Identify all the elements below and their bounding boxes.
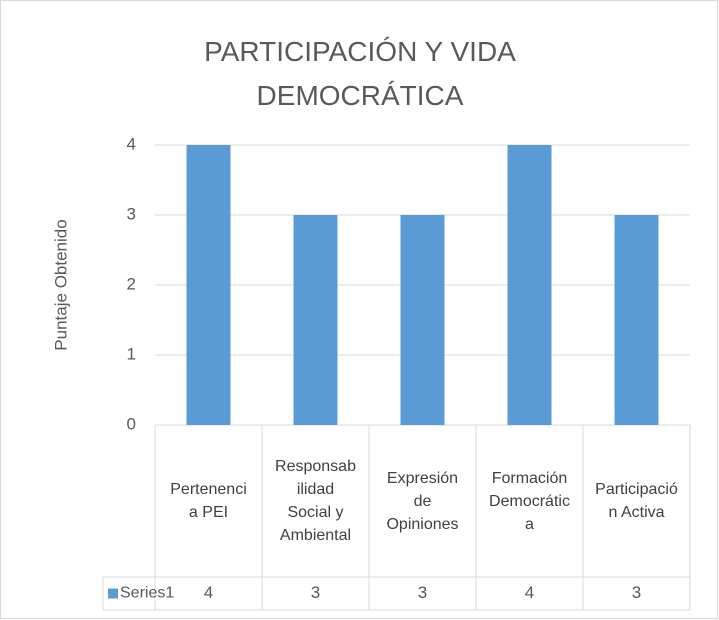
y-tick-label: 2 [127,274,136,293]
bar [186,145,231,425]
bar [507,145,552,425]
x-tick-label: Expresión de Opiniones [386,469,459,533]
table-value: 4 [525,583,534,602]
bar [293,215,338,425]
x-tick-label: Participación Activa [595,481,678,521]
y-tick-label: 3 [127,204,136,223]
y-tick-label: 4 [127,134,136,153]
table-value: 4 [204,583,213,602]
x-tick-label: Responsabilidad Social y Ambiental [275,458,356,544]
x-tick-label: Formación Democrática [489,469,570,533]
legend-key [108,588,118,599]
y-tick-label: 1 [127,344,136,363]
chart-title: PARTICIPACIÓN Y VIDA DEMOCRÁTICA [204,36,516,111]
bar [400,215,445,425]
y-tick-label: 0 [127,414,136,433]
table-value: 3 [632,583,641,602]
table-value: 3 [418,583,427,602]
bar [614,215,659,425]
legend-label: Series1 [120,585,174,602]
table-value: 3 [311,583,320,602]
x-tick-label: Pertenencia PEI [170,481,247,521]
y-axis-title: Puntaje Obtenido [51,219,70,350]
